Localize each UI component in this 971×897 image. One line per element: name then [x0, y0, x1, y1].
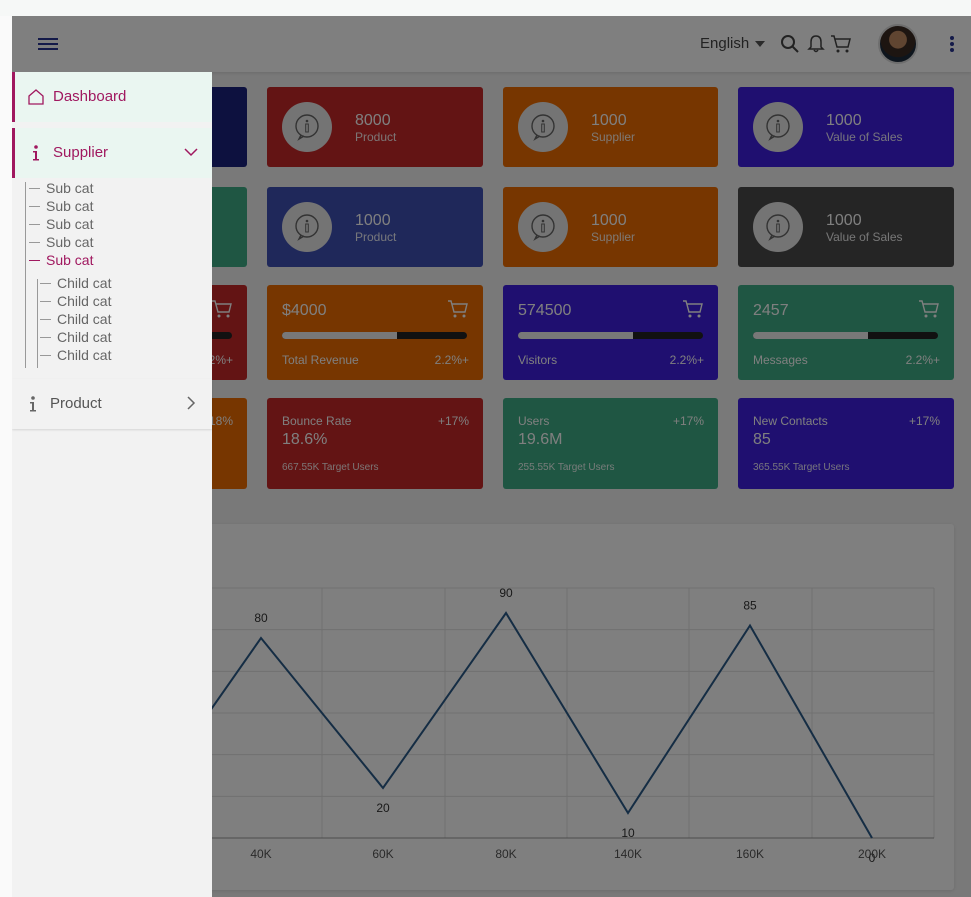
child-cat-item[interactable]: Child cat	[40, 346, 111, 364]
child-cat-item[interactable]: Child cat	[40, 328, 111, 346]
child-cat-label: Child cat	[57, 275, 112, 291]
child-cat-item[interactable]: Child cat	[40, 310, 111, 328]
child-cat-item[interactable]: Child cat	[40, 292, 111, 310]
sidebar-item-product[interactable]: Product	[12, 379, 212, 429]
sub-cat-label: Sub cat	[46, 252, 94, 268]
chevron-down-icon	[184, 148, 198, 157]
sidebar-item-supplier[interactable]: Supplier	[12, 128, 212, 178]
child-cat-label: Child cat	[57, 293, 112, 309]
child-cat-label: Child cat	[57, 347, 112, 363]
sidebar-item-label: Supplier	[53, 144, 109, 161]
child-cat-label: Child cat	[57, 311, 112, 327]
top-strip	[0, 0, 971, 16]
sub-cat-item-active[interactable]: Sub cat	[29, 251, 93, 269]
sub-cat-item[interactable]: Sub cat	[29, 179, 93, 197]
sidebar-item-label: Dashboard	[53, 88, 127, 105]
info-icon	[30, 396, 36, 412]
sub-cat-label: Sub cat	[46, 216, 94, 232]
sidebar-item-label: Product	[50, 395, 102, 412]
sub-cat-item[interactable]: Sub cat	[29, 233, 93, 251]
page: English 8000 Product 1000 Supplier 1000 …	[12, 16, 971, 897]
sub-cat-item[interactable]: Sub cat	[29, 197, 93, 215]
child-cat-label: Child cat	[57, 329, 112, 345]
home-icon	[28, 89, 44, 105]
chevron-right-icon	[187, 396, 196, 410]
sub-cat-label: Sub cat	[46, 198, 94, 214]
sub-cat-item[interactable]: Sub cat	[29, 215, 93, 233]
sub-cat-label: Sub cat	[46, 180, 94, 196]
sidebar-item-dashboard[interactable]: Dashboard	[12, 72, 212, 122]
sub-cat-label: Sub cat	[46, 234, 94, 250]
info-icon	[33, 145, 39, 161]
child-cat-item[interactable]: Child cat	[40, 274, 111, 292]
side-drawer: Dashboard Supplier Sub cat Sub cat Sub c…	[12, 72, 212, 897]
